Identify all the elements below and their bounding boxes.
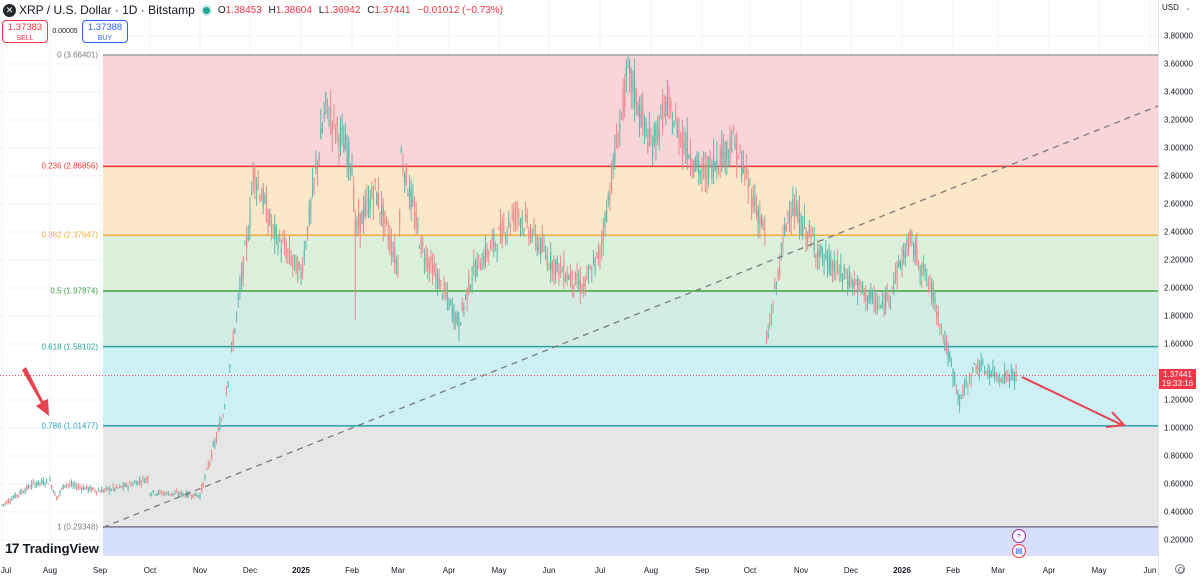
arrow-annotations[interactable] <box>22 367 1127 428</box>
price-tick-label: 0.20000 <box>1164 535 1193 545</box>
price-tick-label: 3.00000 <box>1164 143 1193 153</box>
fib-label: 0.382 (2.37647) <box>41 230 99 240</box>
candlestick-series[interactable] <box>1 55 1017 507</box>
price-tick-label: 1.60000 <box>1164 339 1193 349</box>
time-tick-label: Jun <box>1143 566 1157 575</box>
bar-countdown: 19:33:16 <box>1161 379 1194 388</box>
fib-label: 0.618 (1.58102) <box>41 342 99 352</box>
time-tick-label: Mar <box>991 566 1005 575</box>
price-tick-label: 1.20000 <box>1164 395 1193 405</box>
time-tick-label: 2025 <box>292 566 310 575</box>
time-tick-label: Apr <box>1042 566 1056 575</box>
us-flag-economic-event-icon[interactable]: ▤ <box>1012 544 1026 558</box>
tradingview-logo[interactable]: 17 TradingView <box>5 540 99 556</box>
price-tick-label: 0.60000 <box>1164 479 1193 489</box>
xrp-logo-icon: ✕ <box>3 3 16 17</box>
time-tick-label: Jul <box>0 566 12 575</box>
time-tick-label: Mar <box>391 566 405 575</box>
price-tick-label: 3.60000 <box>1164 59 1193 69</box>
ohlc-values: O1.38453 H1.38604 L1.36942 C1.37441 −0.0… <box>217 4 504 16</box>
time-tick-label: Jul <box>594 566 606 575</box>
time-tick-label: Jun <box>542 566 556 575</box>
chevron-down-icon: ⌄ <box>1184 5 1191 12</box>
spread-value: 0.00005 <box>52 28 78 35</box>
price-tick-label: 1.00000 <box>1164 423 1193 433</box>
symbol-header: ✕ XRP / U.S. Dollar · 1D · Bitstamp O1.3… <box>3 2 507 18</box>
fib-label: 0.786 (1.01477) <box>41 421 99 431</box>
time-tick-label: Oct <box>143 566 157 575</box>
time-tick-label: May <box>491 566 507 575</box>
symbol-title[interactable]: XRP / U.S. Dollar · 1D · Bitstamp <box>19 3 195 17</box>
fib-label: 1 (0.29348) <box>57 522 98 532</box>
change-value: −0.01012 (−0.73%) <box>417 4 504 16</box>
price-tick-label: 2.60000 <box>1164 199 1193 209</box>
dividend-lightning-icon[interactable]: ⚡ <box>1012 529 1026 543</box>
time-tick-label: Dec <box>242 566 258 575</box>
tradingview-logo-icon: 17 <box>5 540 20 556</box>
time-tick-label: Feb <box>946 566 960 575</box>
price-tick-label: 0.80000 <box>1164 451 1193 461</box>
dashed-trendline[interactable] <box>102 105 1158 529</box>
market-open-status-icon <box>202 6 210 14</box>
time-tick-label: 2026 <box>893 566 911 575</box>
price-tick-label: 3.20000 <box>1164 115 1193 125</box>
fib-label: 0.5 (1.97874) <box>50 286 98 296</box>
time-tick-label: Aug <box>42 566 58 575</box>
buy-button[interactable]: 1.37388 BUY <box>82 20 128 43</box>
sell-button[interactable]: 1.37383 SELL <box>2 20 48 43</box>
chart-canvas[interactable] <box>0 0 1158 576</box>
fib-label: 0.236 (2.86856) <box>41 161 99 171</box>
trade-buttons: 1.37383 SELL 0.00005 1.37388 BUY <box>2 20 128 43</box>
open-value: 1.38453 <box>225 4 262 16</box>
price-tick-label: 2.00000 <box>1164 283 1193 293</box>
time-tick-label: May <box>1091 566 1107 575</box>
price-axis[interactable] <box>1158 0 1200 576</box>
price-tick-label: 1.80000 <box>1164 311 1193 321</box>
price-tick-label: 2.80000 <box>1164 171 1193 181</box>
fib-retracement[interactable] <box>103 54 1158 556</box>
time-tick-label: Sep <box>92 566 108 575</box>
time-tick-label: Sep <box>694 566 710 575</box>
close-value: 1.37441 <box>374 4 411 16</box>
price-tick-label: 0.40000 <box>1164 507 1193 517</box>
price-tick-label: 3.40000 <box>1164 87 1193 97</box>
high-value: 1.38604 <box>275 4 312 16</box>
low-value: 1.36942 <box>324 4 361 16</box>
fib-label: 0 (3.66401) <box>57 50 98 60</box>
price-tick-label: 3.80000 <box>1164 31 1193 41</box>
time-tick-label: Nov <box>192 566 208 575</box>
time-tick-label: Oct <box>743 566 757 575</box>
time-tick-label: Apr <box>442 566 456 575</box>
time-tick-label: Nov <box>793 566 809 575</box>
last-price-tag: 1.37441 19:33:16 <box>1159 369 1196 389</box>
chart-settings-icon[interactable] <box>1175 564 1185 574</box>
time-tick-label: Dec <box>843 566 859 575</box>
price-tick-label: 2.20000 <box>1164 255 1193 265</box>
price-tick-label: 2.40000 <box>1164 227 1193 237</box>
currency-selector[interactable]: USD ⌄ <box>1162 3 1191 12</box>
time-tick-label: Feb <box>345 566 359 575</box>
time-tick-label: Aug <box>643 566 659 575</box>
